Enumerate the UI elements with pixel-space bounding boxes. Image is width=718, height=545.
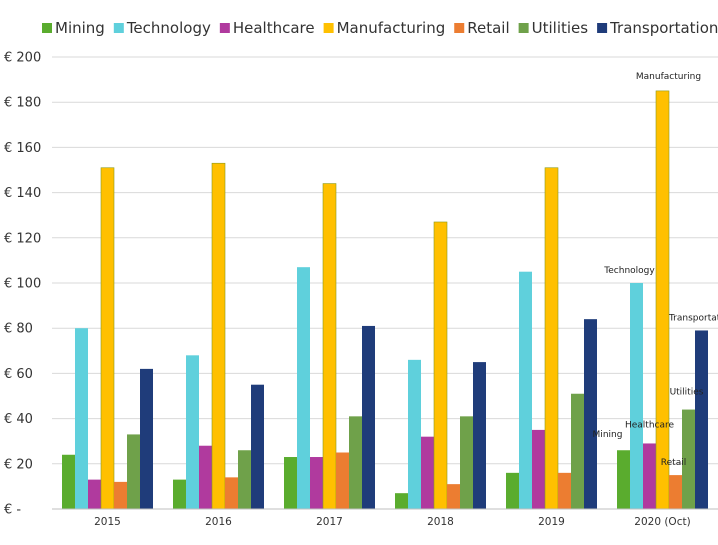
- bar-manufacturing-2020-oct: [655, 90, 670, 510]
- bar-mining-2020-oct: [617, 450, 630, 509]
- bar-transportation-2019: [584, 319, 597, 509]
- y-tick-label: € 140: [4, 186, 41, 201]
- legend: Mining Technology Healthcare Manufacturing R…: [42, 19, 718, 37]
- bar-mining-2015: [62, 454, 75, 509]
- legend-swatch-retail: [454, 23, 465, 33]
- y-axis-ticks: € - € 20 € 40 € 60 € 80 € 100 € 120 € 140 € 160 €…: [4, 51, 41, 518]
- y-tick-label: € -: [4, 503, 21, 518]
- bar-healthcare-2019: [532, 429, 545, 509]
- bar-utilities-2015: [127, 434, 140, 509]
- y-tick-label: € 180: [4, 96, 41, 111]
- bar-manufacturing-2017: [322, 183, 337, 510]
- x-axis-ticks: 2015 2016 2017 2018 2019 2020 (Oct): [94, 516, 691, 528]
- legend-swatch-utilities: [518, 23, 529, 33]
- legend-label-transportation: Transportation: [609, 19, 718, 37]
- bar-mining-2016: [173, 479, 186, 509]
- legend-swatch-manufacturing: [323, 23, 334, 33]
- annotation-retail: Retail: [661, 458, 686, 468]
- bar-mining-2019: [506, 472, 519, 509]
- legend-label-mining: Mining: [55, 19, 105, 37]
- bar-utilities-2016: [238, 450, 251, 509]
- y-tick-label: € 100: [4, 277, 41, 292]
- legend-label-technology: Technology: [126, 19, 211, 37]
- x-tick-label: 2020 (Oct): [634, 516, 690, 528]
- annotation-utilities: Utilities: [670, 388, 704, 398]
- bar-healthcare-2020-oct: [643, 443, 656, 509]
- bar-transportation-2018: [473, 362, 486, 509]
- legend-swatch-mining: [42, 23, 52, 33]
- bar-retail-2016: [225, 477, 238, 509]
- bar-transportation-2016: [251, 384, 264, 509]
- bar-manufacturing-2015: [100, 167, 115, 510]
- bar-utilities-2018: [460, 416, 473, 509]
- annotations: Manufacturing Technology Transportation Hea…: [593, 72, 718, 468]
- legend-swatch-healthcare: [219, 23, 230, 33]
- annotation-mining: Mining: [593, 430, 623, 440]
- y-tick-label: € 60: [4, 367, 33, 382]
- bar-technology-2017: [297, 267, 310, 509]
- x-tick-label: 2019: [538, 516, 565, 528]
- annotation-technology: Technology: [603, 266, 655, 276]
- x-tick-label: 2016: [205, 516, 232, 528]
- bar-healthcare-2016: [199, 445, 212, 509]
- y-tick-label: € 80: [4, 322, 33, 337]
- y-tick-label: € 40: [4, 412, 33, 427]
- legend-label-retail: Retail: [467, 19, 509, 37]
- bar-mining-2017: [284, 457, 297, 509]
- bar-technology-2019: [519, 271, 532, 509]
- bar-retail-2017: [336, 452, 349, 509]
- legend-label-utilities: Utilities: [532, 19, 589, 37]
- bar-manufacturing-2019: [544, 167, 559, 510]
- bar-technology-2020-oct: [630, 283, 643, 509]
- gridlines: [52, 56, 718, 465]
- x-tick-label: 2018: [427, 516, 454, 528]
- bar-transportation-2017: [362, 325, 375, 509]
- y-tick-label: € 200: [4, 51, 41, 66]
- bar-healthcare-2017: [310, 457, 323, 509]
- bar-utilities-2019: [571, 393, 584, 509]
- bar-transportation-2020-oct: [695, 330, 708, 509]
- bar-transportation-2015: [140, 368, 153, 509]
- y-tick-label: € 20: [4, 457, 33, 472]
- legend-swatch-transportation: [597, 23, 608, 33]
- y-tick-label: € 120: [4, 231, 41, 246]
- bar-manufacturing-2016: [211, 162, 226, 510]
- bar-technology-2016: [186, 355, 199, 509]
- bars: [62, 90, 708, 510]
- legend-label-manufacturing: Manufacturing: [337, 19, 446, 37]
- annotation-transportation: Transportation: [668, 313, 718, 323]
- bar-retail-2020-oct: [669, 475, 682, 509]
- bar-healthcare-2018: [421, 436, 434, 509]
- x-tick-label: 2017: [316, 516, 343, 528]
- bar-manufacturing-2018: [433, 221, 448, 510]
- bar-retail-2015: [114, 481, 127, 509]
- bar-retail-2018: [447, 484, 460, 509]
- bar-retail-2019: [558, 472, 571, 509]
- annotation-healthcare: Healthcare: [625, 420, 675, 430]
- bar-utilities-2020-oct: [682, 409, 695, 509]
- bar-healthcare-2015: [88, 479, 101, 509]
- legend-swatch-technology: [113, 23, 124, 33]
- annotation-manufacturing: Manufacturing: [636, 72, 701, 82]
- x-tick-label: 2015: [94, 516, 121, 528]
- bar-technology-2018: [408, 359, 421, 509]
- y-tick-label: € 160: [4, 141, 41, 156]
- bar-mining-2018: [395, 493, 408, 509]
- legend-label-healthcare: Healthcare: [233, 19, 315, 37]
- bar-technology-2015: [75, 328, 88, 509]
- bar-utilities-2017: [349, 416, 362, 509]
